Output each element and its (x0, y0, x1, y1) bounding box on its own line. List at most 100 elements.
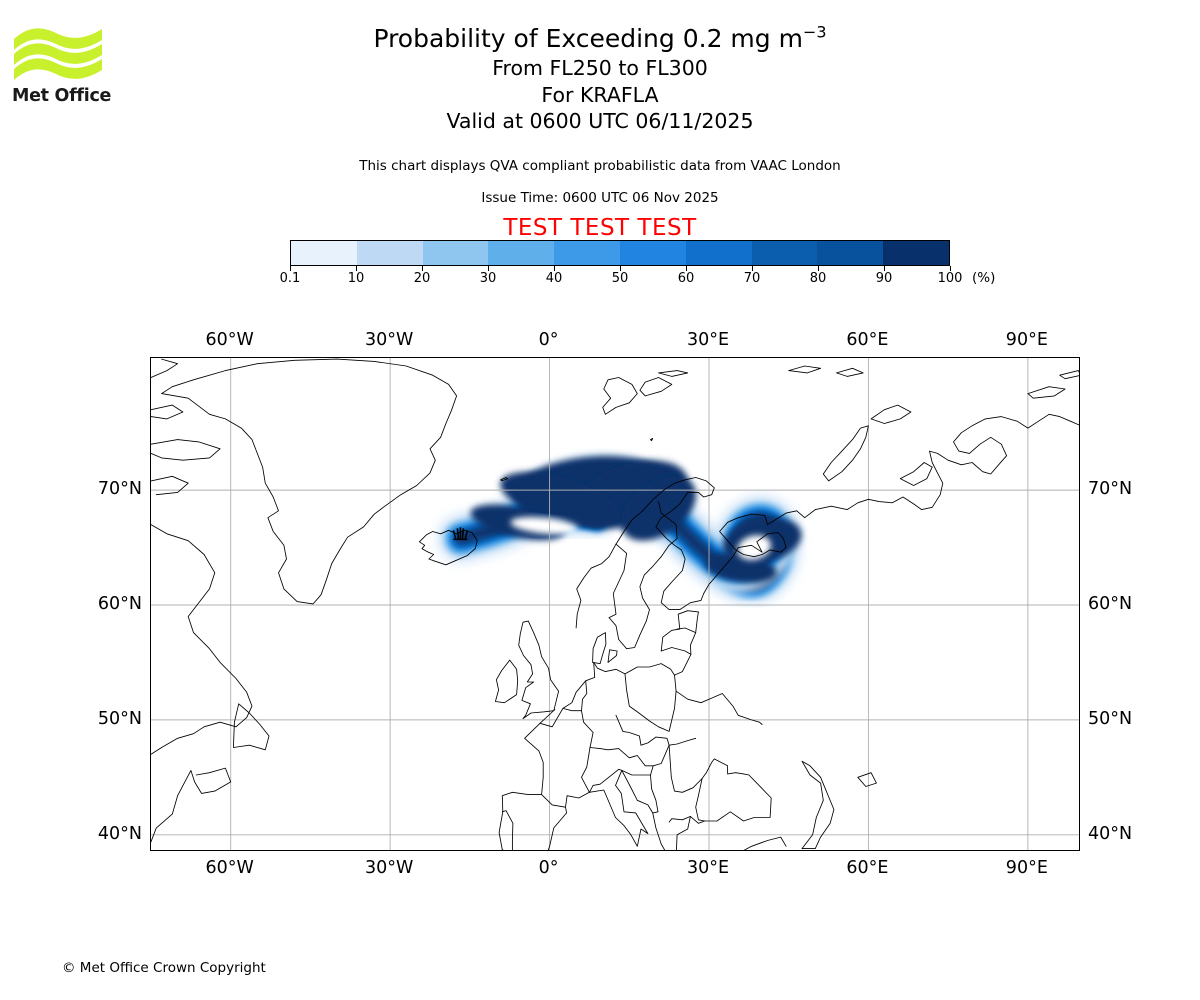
colorbar-tick-label: 10 (347, 271, 365, 286)
met-office-wave-icon (14, 28, 102, 80)
title-volcano: For KRAFLA (541, 82, 659, 107)
coastline-path (1059, 370, 1079, 380)
met-office-logo: Met Office (12, 22, 122, 114)
colorbar-tick-label: 40 (545, 271, 563, 286)
colorbar-tick-label: 50 (611, 271, 629, 286)
country-border-path (501, 810, 514, 850)
page-title: Probability of Exceeding 0.2 mg m−3 (0, 22, 1200, 55)
coastline-path (151, 524, 253, 755)
country-border-path (593, 661, 675, 676)
caption-block: This chart displays QVA compliant probab… (0, 156, 1200, 242)
coastline-path (899, 462, 933, 486)
country-border-path (562, 707, 582, 712)
coastline-path (660, 610, 699, 652)
colorbar-band-3 (488, 241, 555, 265)
lon-label-bottom: 90°E (1005, 858, 1048, 878)
coastline-path (658, 370, 689, 377)
coastline-path (836, 367, 864, 377)
met-office-logo-text: Met Office (12, 86, 112, 106)
lat-label-right: 40°N (1088, 823, 1133, 844)
map-frame (150, 357, 1080, 851)
lat-label-right: 70°N (1088, 479, 1133, 500)
lat-label-left: 50°N (97, 708, 142, 729)
coastline-path (418, 529, 478, 566)
colorbar-tick (620, 266, 621, 271)
page-title-exponent: −3 (802, 22, 827, 42)
colorbar-tick-label: 30 (479, 271, 497, 286)
colorbar-band-9 (883, 241, 949, 265)
coastline-path (608, 537, 678, 650)
coastline-path (592, 632, 607, 665)
issue-time: Issue Time: 0600 UTC 06 Nov 2025 (481, 190, 719, 206)
volcano-marker-icon (452, 527, 469, 541)
colorbar-tick-label: 60 (677, 271, 695, 286)
country-border-path (621, 765, 654, 776)
coastline-path (767, 413, 1079, 526)
lat-label-left: 40°N (97, 823, 142, 844)
coastline-path (151, 475, 189, 496)
colorbar-band-6 (685, 241, 752, 265)
lon-label-top: 30°E (686, 330, 730, 350)
coastline-path (498, 791, 568, 850)
map-container (150, 357, 1080, 851)
coastline-path (639, 377, 673, 397)
colorbar-bands (290, 240, 950, 266)
coastline-path (857, 772, 877, 787)
colorbar-tick (752, 266, 753, 271)
coastline-path (518, 620, 560, 720)
lat-label-left: 60°N (97, 594, 142, 614)
qva-note: This chart displays QVA compliant probab… (359, 158, 841, 174)
plume-blob (705, 553, 777, 583)
coastline-path (151, 767, 232, 843)
country-border-path (660, 632, 697, 655)
coastline-path (743, 836, 787, 850)
colorbar-tick-label: 70 (743, 271, 761, 286)
country-border-path (581, 747, 591, 793)
coastline-path (650, 437, 654, 442)
colorbar-band-7 (751, 241, 818, 265)
coastline-path (151, 404, 184, 420)
coastline-path (151, 358, 179, 378)
test-banner: TEST TEST TEST (503, 215, 697, 241)
coastline-path (494, 659, 519, 704)
chart-title-block: Probability of Exceeding 0.2 mg m−3 From… (0, 22, 1200, 135)
country-border-path (668, 815, 691, 823)
lon-label-top: 0° (538, 330, 559, 350)
coastline-path (801, 760, 835, 850)
colorbar-tick (422, 266, 423, 271)
country-border-path (668, 744, 703, 793)
colorbar-tick-label: 100 (937, 271, 963, 286)
coastline-path (539, 661, 596, 728)
colorbar-unit-label: (%) (972, 270, 996, 286)
ash-plume-layer (438, 456, 802, 604)
colorbar-band-0 (291, 241, 357, 265)
coastline-path (232, 703, 270, 751)
coastline-path (695, 758, 772, 822)
lat-label-right: 50°N (1088, 708, 1133, 729)
country-border-path (640, 736, 670, 746)
map-gridlines (151, 358, 1079, 850)
country-border-path (581, 680, 594, 748)
lon-label-top: 60°E (846, 330, 889, 350)
page-title-text: Probability of Exceeding 0.2 mg m (373, 24, 803, 53)
colorbar-tick-label: 80 (809, 271, 827, 286)
colorbar-tick (290, 266, 291, 271)
coastline-path (870, 404, 912, 424)
plume-corridor-gap (510, 516, 579, 535)
colorbar-tick (884, 266, 885, 271)
lon-label-top: 60°W (205, 330, 254, 350)
country-border-path (624, 673, 677, 732)
colorbar-band-5 (619, 241, 686, 265)
map-canvas (151, 358, 1079, 850)
colorbar-band-1 (356, 241, 423, 265)
lon-label-bottom: 60°W (205, 858, 254, 878)
lon-label-bottom: 30°W (364, 858, 414, 878)
country-border-path (676, 611, 699, 634)
coastline-path (151, 439, 221, 461)
coastline-path (788, 365, 822, 374)
coastline-path (161, 358, 458, 605)
colorbar-ticks: 0.1 10 20 30 40 50 60 70 80 90 100 (280, 266, 962, 288)
coastline-path (607, 649, 618, 663)
country-border-path (608, 543, 628, 619)
map-coastlines (151, 358, 1079, 850)
